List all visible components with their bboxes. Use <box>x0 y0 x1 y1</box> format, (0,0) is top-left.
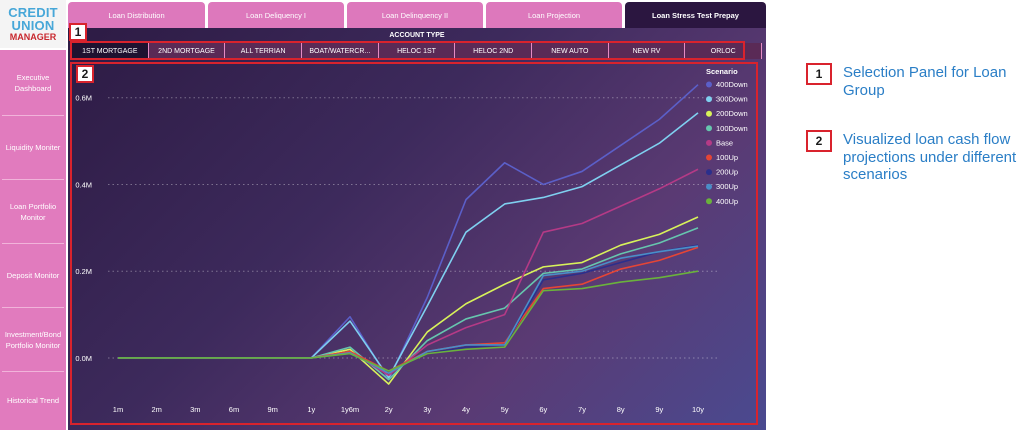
x-tick-label: 4y <box>462 405 470 414</box>
account-type-option[interactable]: 2ND MORTGAGE <box>148 43 226 59</box>
x-tick-label: 2m <box>151 405 161 414</box>
logo-line1: CREDIT <box>8 5 58 20</box>
sidebar-nav: Executive Dashboard Liquidity Moniter Lo… <box>0 50 66 430</box>
tab-loan-deliquency-1[interactable]: Loan Deliquency I <box>208 2 344 28</box>
legend-marker <box>706 96 712 103</box>
tab-loan-distribution[interactable]: Loan Distribution <box>68 2 205 28</box>
x-tick-label: 3m <box>190 405 200 414</box>
tab-loan-projection[interactable]: Loan Projection <box>486 2 622 28</box>
sidebar-item-liquidity-moniter[interactable]: Liquidity Moniter <box>2 118 64 180</box>
y-tick-label: 0.2M <box>75 267 92 276</box>
account-type-option[interactable]: NEW RV <box>608 43 686 59</box>
logo-line3: MANAGER <box>9 32 57 42</box>
sidebar-item-deposit-monitor[interactable]: Deposit Monitor <box>2 246 64 308</box>
callout-box-2 <box>70 62 758 425</box>
cash-flow-line-chart: 0.0M 0.2M 0.4M 0.6M 1m 2m 3m 6m 9m 1y 1y6m 2y 3y 4y 5y… <box>75 67 748 414</box>
x-tick-label: 3y <box>423 405 431 414</box>
x-tick-label: 1m <box>113 405 123 414</box>
legend-marker <box>706 198 712 205</box>
sidebar-item-investment-bond-portfolio-monitor[interactable]: Investment/Bond Portfolio Monitor <box>2 310 64 372</box>
legend-marker <box>706 125 712 132</box>
tab-loan-delinquency-2[interactable]: Loan Delinquency II <box>347 2 483 28</box>
legend-item[interactable]: 300Down <box>716 95 748 104</box>
x-tick-label: 1y6m <box>341 405 359 414</box>
legend-item[interactable]: Base <box>716 138 733 147</box>
account-type-option[interactable]: ALL TERRIAN <box>225 43 303 59</box>
legend-item[interactable]: 200Up <box>716 168 738 177</box>
legend-marker <box>706 169 712 176</box>
legend-item[interactable]: 200Down <box>716 109 748 118</box>
x-tick-label: 6y <box>539 405 547 414</box>
y-tick-label: 0.0M <box>75 354 92 363</box>
legend-marker <box>706 154 712 161</box>
account-type-option[interactable]: 1ST MORTGAGE <box>72 43 149 59</box>
legend-marker <box>706 110 712 117</box>
x-tick-label: 7y <box>578 405 586 414</box>
callout-box-1 <box>70 41 745 60</box>
y-tick-label: 0.4M <box>75 180 92 189</box>
account-type-title: ACCOUNT TYPE <box>389 32 445 39</box>
account-type-slicer: 1ST MORTGAGE 2ND MORTGAGE ALL TERRIAN BOAT/… <box>72 43 763 59</box>
credit-union-manager-logo: CREDIT UNION MANAGER <box>0 0 66 48</box>
x-tick-label: 5y <box>501 405 509 414</box>
callout-badge-2-number: 2 <box>81 67 89 81</box>
sidebar-item-executive-dashboard[interactable]: Executive Dashboard <box>2 52 64 116</box>
legend-item[interactable]: 300Up <box>716 182 738 191</box>
x-tick-label: 6m <box>229 405 239 414</box>
legend-item[interactable]: 400Up <box>716 197 738 206</box>
sidebar-item-historical-trend[interactable]: Historical Trend <box>6 395 60 405</box>
legend-item[interactable]: 400Down <box>716 80 748 89</box>
account-type-option[interactable]: ORLOC <box>685 43 763 59</box>
series-line-400Up <box>118 270 699 372</box>
legend-item[interactable]: 100Up <box>716 153 738 162</box>
legend-marker <box>706 183 712 190</box>
logo-line2: UNION <box>11 18 55 33</box>
x-tick-label: 10y <box>692 405 704 414</box>
x-tick-label: 1y <box>307 405 315 414</box>
x-tick-label: 2y <box>385 405 393 414</box>
annotation-text-2: Visualized loan cash flow projections un… <box>843 131 1017 184</box>
callout-badge-1: 1 <box>69 23 87 41</box>
account-type-option[interactable]: HELOC 2ND <box>455 43 533 59</box>
account-type-option[interactable]: BOAT/WATERCR... <box>302 43 379 59</box>
annotation-badge-2-number: 2 <box>815 134 823 148</box>
annotation-badge-2: 2 <box>806 130 832 152</box>
annotation-text-1: Selection Panel for Loan Group <box>843 64 1007 99</box>
x-tick-label: 9m <box>267 405 277 414</box>
legend-item[interactable]: 100Down <box>716 124 748 133</box>
tab-loan-stress-test-prepay[interactable]: Loan Stress Test Prepay <box>625 2 766 28</box>
report-tabs: Loan Distribution Loan Deliquency I Loan… <box>68 0 766 28</box>
callout-badge-2: 2 <box>76 65 94 83</box>
sidebar-item-loan-portfolio-monitor[interactable]: Loan Portfolio Monitor <box>2 182 64 244</box>
main-panel: ACCOUNT TYPE 1ST MORTGAGE 2ND MORTGAGE ALL… <box>68 28 766 430</box>
annotation-badge-1-number: 1 <box>815 67 823 81</box>
account-type-option[interactable]: HELOC 1ST <box>378 43 456 59</box>
account-type-option[interactable]: NEW AUTO <box>532 43 609 59</box>
scenario-chart: 0.0M 0.2M 0.4M 0.6M 1m 2m 3m 6m 9m 1y 1y6m 2y 3y 4y 5y… <box>68 64 766 426</box>
legend-title: Scenario <box>706 67 738 76</box>
legend-marker <box>706 139 712 146</box>
y-tick-label: 0.6M <box>75 94 92 103</box>
x-tick-label: 9y <box>655 405 663 414</box>
x-tick-label: 8y <box>617 405 625 414</box>
legend-marker <box>706 81 712 88</box>
callout-badge-1-number: 1 <box>74 25 82 39</box>
annotation-badge-1: 1 <box>806 63 832 85</box>
